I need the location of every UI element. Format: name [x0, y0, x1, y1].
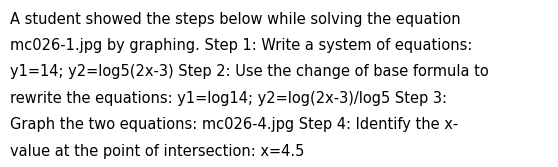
Text: value at the point of intersection: x=4.5: value at the point of intersection: x=4.… [10, 144, 305, 159]
Text: rewrite the equations: y1=log14; y2=log(2x-3)/log5 Step 3:: rewrite the equations: y1=log14; y2=log(… [10, 91, 447, 106]
Text: y1=14; y2=log5(2x-3) Step 2: Use the change of base formula to: y1=14; y2=log5(2x-3) Step 2: Use the cha… [10, 64, 489, 79]
Text: A student showed the steps below while solving the equation: A student showed the steps below while s… [10, 12, 461, 27]
Text: Graph the two equations: mc026-4.jpg Step 4: Identify the x-: Graph the two equations: mc026-4.jpg Ste… [10, 117, 458, 132]
Text: mc026-1.jpg by graphing. Step 1: Write a system of equations:: mc026-1.jpg by graphing. Step 1: Write a… [10, 38, 473, 53]
